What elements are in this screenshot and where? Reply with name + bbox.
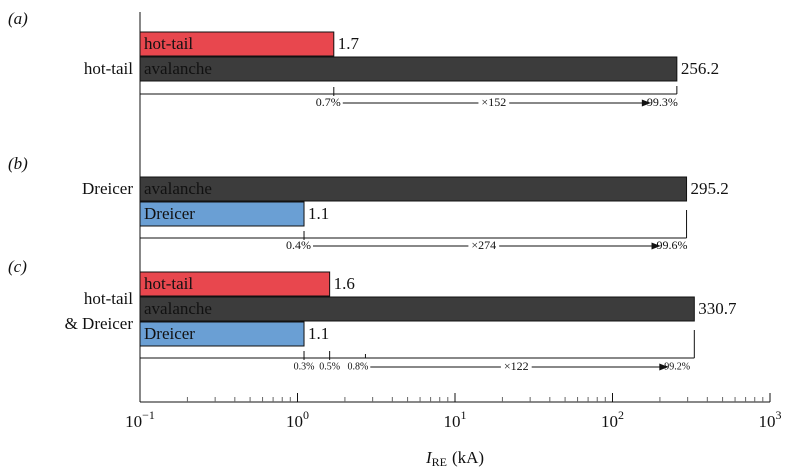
value-label: 1.7 bbox=[338, 34, 360, 53]
value-label: 295.2 bbox=[691, 179, 729, 198]
arrow-head bbox=[651, 242, 661, 250]
bar-name: Dreicer bbox=[144, 204, 195, 223]
group-label: Dreicer bbox=[82, 179, 133, 198]
bar-name: avalanche bbox=[144, 59, 212, 78]
ratio-label: ×152 bbox=[481, 95, 506, 109]
x-axis-label: IRE (kA) bbox=[425, 448, 484, 469]
ratio-bg bbox=[468, 239, 500, 253]
panel-label: (b) bbox=[8, 154, 28, 173]
value-label: 1.1 bbox=[308, 324, 329, 343]
group-label: hot-tail bbox=[84, 59, 133, 78]
value-label: 330.7 bbox=[698, 299, 737, 318]
x-tick-base: 10 bbox=[125, 412, 142, 431]
bar-name: avalanche bbox=[144, 299, 212, 318]
x-label-unit: (kA) bbox=[452, 448, 484, 467]
share-label: 99.3% bbox=[647, 95, 678, 109]
x-tick-base: 10 bbox=[444, 412, 461, 431]
value-label: 1.1 bbox=[308, 204, 329, 223]
x-tick-exponent: 2 bbox=[618, 408, 624, 422]
x-tick-base: 10 bbox=[759, 412, 776, 431]
x-tick-exponent: −1 bbox=[142, 408, 155, 422]
x-tick-label: 102 bbox=[601, 408, 624, 431]
x-label-symbol: I bbox=[425, 448, 433, 467]
group-label: & Dreicer bbox=[65, 314, 134, 333]
bar bbox=[139, 296, 695, 322]
share-label: 99.6% bbox=[657, 238, 688, 252]
x-label-subscript: RE bbox=[432, 455, 447, 469]
panel-label: (c) bbox=[8, 257, 27, 276]
x-tick-exponent: 0 bbox=[303, 408, 309, 422]
bar bbox=[139, 176, 688, 202]
value-label: 1.6 bbox=[334, 274, 355, 293]
x-tick-label: 101 bbox=[444, 408, 467, 431]
x-tick-label: 103 bbox=[759, 408, 782, 431]
bar bbox=[139, 31, 335, 57]
x-tick-label: 10−1 bbox=[125, 408, 155, 431]
bar-name: Dreicer bbox=[144, 324, 195, 343]
bar bbox=[139, 201, 305, 227]
bar bbox=[139, 321, 305, 347]
x-tick-base: 10 bbox=[286, 412, 303, 431]
share-label: 0.4% bbox=[286, 238, 311, 252]
group-label: hot-tail bbox=[84, 289, 133, 308]
x-tick-base: 10 bbox=[601, 412, 618, 431]
bar-name: hot-tail bbox=[144, 274, 193, 293]
x-tick-exponent: 3 bbox=[776, 408, 782, 422]
share-label: 0.3% bbox=[294, 361, 315, 372]
x-tick-label: 100 bbox=[286, 408, 309, 431]
arrow-head bbox=[641, 99, 651, 107]
share-label: 0.5% bbox=[319, 361, 340, 372]
ratio-label: ×122 bbox=[504, 359, 529, 373]
ratio-bg bbox=[500, 360, 532, 374]
arrow-head bbox=[659, 363, 669, 371]
value-label: 256.2 bbox=[681, 59, 719, 78]
bar-name: avalanche bbox=[144, 179, 212, 198]
x-tick-exponent: 1 bbox=[461, 408, 467, 422]
share-label: 99.2% bbox=[664, 361, 690, 372]
bar bbox=[139, 56, 678, 82]
bar bbox=[139, 271, 331, 297]
ratio-label: ×274 bbox=[471, 238, 496, 252]
bar-name: hot-tail bbox=[144, 34, 193, 53]
share-label: 0.8% bbox=[347, 361, 368, 372]
panel-label: (a) bbox=[8, 9, 28, 28]
share-label: 0.7% bbox=[316, 95, 341, 109]
ratio-bg bbox=[478, 96, 510, 110]
